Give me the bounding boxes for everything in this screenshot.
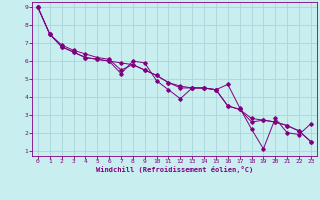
X-axis label: Windchill (Refroidissement éolien,°C): Windchill (Refroidissement éolien,°C) (96, 166, 253, 173)
